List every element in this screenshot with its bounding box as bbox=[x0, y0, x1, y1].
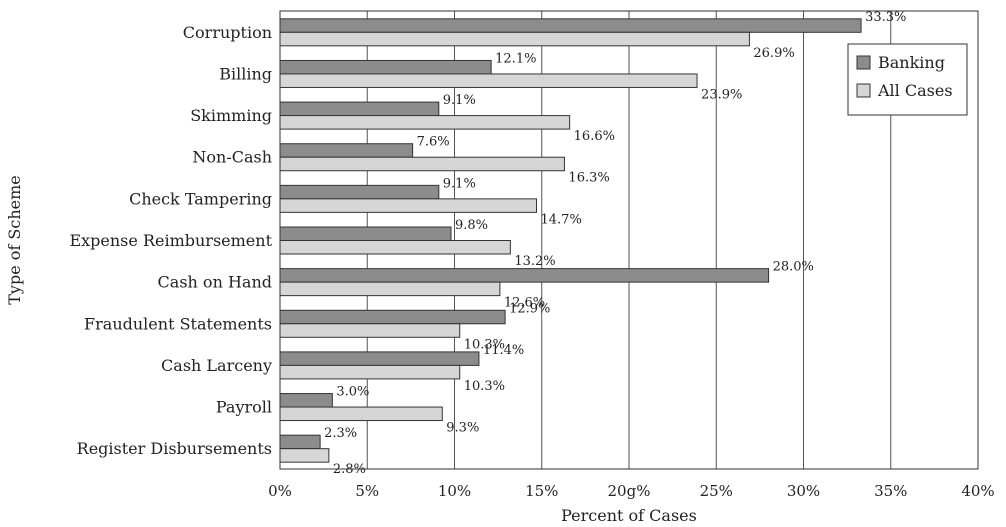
y-axis-title: Type of Scheme bbox=[5, 175, 24, 304]
legend-label-all-cases: All Cases bbox=[877, 81, 953, 100]
bar-banking-check-tampering bbox=[279, 184, 440, 200]
data-label-banking-payroll: 3.0% bbox=[336, 385, 369, 400]
legend-label-banking: Banking bbox=[878, 53, 945, 72]
category-label-skimming: Skimming bbox=[190, 106, 272, 125]
legend-box bbox=[847, 43, 968, 116]
plot-frame bbox=[279, 10, 979, 470]
data-label-banking-cash-larceny: 11.4% bbox=[483, 343, 524, 358]
category-label-register-disbursements: Register Disbursements bbox=[77, 439, 272, 458]
category-label-billing: Billing bbox=[219, 64, 272, 83]
data-label-all-cases-billing: 23.9% bbox=[701, 87, 742, 102]
data-label-banking-non-cash: 7.6% bbox=[417, 135, 450, 150]
data-label-all-cases-corruption: 26.9% bbox=[753, 46, 794, 61]
category-label-cash-on-hand: Cash on Hand bbox=[158, 273, 272, 292]
bar-banking-billing bbox=[279, 59, 492, 75]
data-label-all-cases-skimming: 16.6% bbox=[574, 129, 615, 144]
category-label-cash-larceny: Cash Larceny bbox=[161, 356, 272, 375]
category-labels: Corruption Billing Skimming Non-Cash Check T… bbox=[69, 23, 272, 458]
data-label-banking-expense-reimbursement: 9.8% bbox=[455, 218, 488, 233]
x-tick-label: 20g% bbox=[608, 482, 651, 500]
category-label-corruption: Corruption bbox=[183, 23, 272, 42]
data-label-banking-skimming: 9.1% bbox=[443, 93, 476, 108]
data-label-all-cases-payroll: 9.3% bbox=[446, 421, 479, 436]
bars bbox=[279, 18, 862, 463]
bar-banking-non-cash bbox=[279, 143, 414, 158]
data-label-all-cases-cash-larceny: 10.3% bbox=[464, 379, 505, 394]
legend: Banking All Cases bbox=[847, 43, 968, 116]
legend-swatch-banking bbox=[856, 55, 871, 70]
x-axis-title: Percent of Cases bbox=[561, 506, 697, 525]
bar-all-cases-skimming bbox=[279, 115, 571, 130]
bar-all-cases-billing bbox=[279, 73, 698, 88]
x-tick-label: 25% bbox=[700, 482, 733, 500]
bar-banking-fraudulent-statements bbox=[279, 309, 506, 325]
category-label-expense-reimbursement: Expense Reimbursement bbox=[69, 231, 272, 250]
bar-banking-skimming bbox=[279, 101, 440, 117]
x-tick-label: 5% bbox=[355, 482, 379, 500]
bar-all-cases-payroll bbox=[279, 406, 443, 422]
bar-all-cases-cash-on-hand bbox=[279, 281, 501, 297]
bar-banking-cash-on-hand bbox=[279, 268, 770, 283]
bar-all-cases-corruption bbox=[279, 31, 750, 47]
category-label-fraudulent-statements: Fraudulent Statements bbox=[84, 314, 272, 333]
bar-all-cases-check-tampering bbox=[279, 198, 538, 213]
data-label-all-cases-check-tampering: 14.7% bbox=[541, 212, 582, 227]
bar-all-cases-non-cash bbox=[279, 156, 565, 172]
x-tick-labels: 0% 5% 10% 15% 20g% 25% 30% 35% 40% bbox=[268, 482, 995, 500]
data-label-all-cases-non-cash: 16.3% bbox=[568, 171, 609, 186]
data-label-banking-corruption: 33.3% bbox=[865, 10, 906, 25]
x-tick-label: 10% bbox=[438, 482, 471, 500]
bar-all-cases-fraudulent-statements bbox=[279, 323, 461, 338]
bar-banking-payroll bbox=[279, 393, 333, 408]
category-label-non-cash: Non-Cash bbox=[192, 148, 272, 167]
data-label-banking-billing: 12.1% bbox=[495, 51, 536, 66]
bar-banking-register-disbursements bbox=[279, 434, 321, 450]
x-tick-label: 40% bbox=[961, 482, 994, 500]
data-label-all-cases-expense-reimbursement: 13.2% bbox=[514, 254, 555, 269]
data-label-all-cases-fraudulent-statements: 10.3% bbox=[464, 337, 505, 352]
x-tick-label: 30% bbox=[787, 482, 820, 500]
category-label-payroll: Payroll bbox=[216, 398, 272, 417]
data-label-all-cases-cash-on-hand: 12.6% bbox=[504, 296, 545, 311]
x-tick-label: 15% bbox=[525, 482, 558, 500]
bar-all-cases-expense-reimbursement bbox=[279, 240, 511, 255]
bar-banking-cash-larceny bbox=[279, 351, 480, 366]
bar-banking-expense-reimbursement bbox=[279, 226, 452, 241]
bar-all-cases-register-disbursements bbox=[279, 448, 330, 463]
data-label-banking-cash-on-hand: 28.0% bbox=[773, 260, 814, 275]
x-tick-label: 35% bbox=[874, 482, 907, 500]
legend-swatch-all-cases bbox=[856, 83, 871, 98]
data-labels: 33.3% 26.9% 12.1% 23.9% 9.1% 16.6% 7.6% 16.3% 9.… bbox=[324, 10, 906, 477]
category-label-check-tampering: Check Tampering bbox=[129, 189, 272, 208]
data-label-all-cases-register-disbursements: 2.8% bbox=[333, 462, 366, 477]
bar-banking-corruption bbox=[279, 18, 862, 33]
bar-all-cases-cash-larceny bbox=[279, 364, 461, 380]
data-label-banking-register-disbursements: 2.3% bbox=[324, 426, 357, 441]
data-label-banking-fraudulent-statements: 12.9% bbox=[509, 301, 550, 316]
x-tick-label: 0% bbox=[268, 482, 292, 500]
data-label-banking-check-tampering: 9.1% bbox=[443, 176, 476, 191]
